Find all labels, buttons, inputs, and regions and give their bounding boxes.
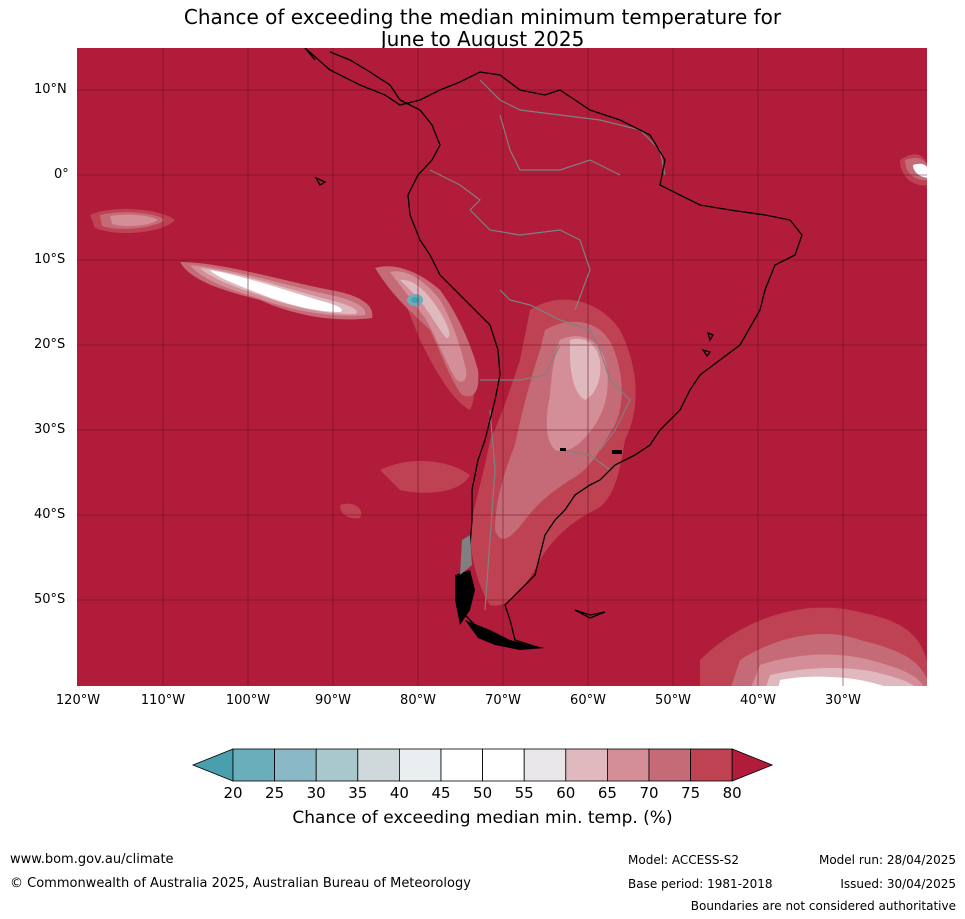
lat-label-40s: 40°S (34, 507, 66, 522)
lat-label-50s: 50°S (34, 592, 66, 607)
lat-label-10s: 10°S (34, 252, 66, 267)
map-title-line2: June to August 2025 (380, 27, 585, 51)
colorbar-tick-70: 70 (639, 784, 659, 802)
colorbar-segment-20-25 (232, 748, 275, 782)
colorbar-segment-25-30 (274, 748, 317, 782)
footer-copyright: © Commonwealth of Australia 2025, Austra… (10, 876, 471, 891)
colorbar-segment-45-50 (440, 748, 483, 782)
colorbar-segment-50-55 (482, 748, 525, 782)
lon-label-40w: 40°W (740, 693, 776, 708)
colorbar-segment-60-65 (565, 748, 608, 782)
lon-label-110w: 110°W (140, 693, 186, 708)
lat-label-0: 0° (54, 167, 69, 182)
colorbar-tick-75: 75 (681, 784, 701, 802)
footer-website: www.bom.gov.au/climate (10, 852, 174, 867)
colorbar-segment-35-40 (357, 748, 400, 782)
patagonia-islands (455, 448, 622, 650)
colorbar (191, 748, 774, 782)
colorbar-segment-30-35 (315, 748, 359, 782)
lon-label-70w: 70°W (485, 693, 521, 708)
lon-label-100w: 100°W (225, 693, 271, 708)
colorbar-extend-high (731, 748, 774, 782)
footer-base-period: Base period: 1981-2018 (628, 877, 773, 891)
colorbar-extend-low (191, 748, 234, 782)
colorbar-label: Chance of exceeding median min. temp. (%… (292, 808, 673, 828)
colorbar-segment-70-75 (648, 748, 691, 782)
colorbar-tick-55: 55 (514, 784, 534, 802)
lat-label-30s: 30°S (34, 422, 66, 437)
colorbar-tick-65: 65 (597, 784, 617, 802)
colorbar-tick-20: 20 (223, 784, 243, 802)
coastline (304, 48, 803, 649)
footer-issued: Issued: 30/04/2025 (840, 877, 956, 891)
chile-coast-grey (460, 535, 472, 575)
footer-model: Model: ACCESS-S2 (628, 853, 740, 867)
colorbar-tick-40: 40 (389, 784, 409, 802)
colorbar-tick-25: 25 (265, 784, 285, 802)
lon-label-60w: 60°W (570, 693, 606, 708)
colorbar-tick-45: 45 (431, 784, 451, 802)
region-20-25 (411, 297, 419, 303)
colorbar-tick-30: 30 (306, 784, 326, 802)
colorbar-segment-55-60 (523, 748, 567, 782)
gridlines (77, 48, 927, 686)
lon-label-30w: 30°W (825, 693, 861, 708)
colorbar-tick-80: 80 (722, 784, 742, 802)
lon-label-120w: 120°W (55, 693, 101, 708)
map-title-line1: Chance of exceeding the median minimum t… (183, 5, 782, 29)
colorbar-segment-75-80 (690, 748, 733, 782)
lat-label-20s: 20°S (34, 337, 66, 352)
footer-model-run: Model run: 28/04/2025 (818, 853, 956, 867)
lon-label-80w: 80°W (400, 693, 436, 708)
colorbar-segment-65-70 (606, 748, 650, 782)
colorbar-tick-60: 60 (556, 784, 576, 802)
lon-label-50w: 50°W (655, 693, 691, 708)
lat-label-10n: 10°N (34, 82, 67, 97)
colorbar-tick-50: 50 (473, 784, 493, 802)
colorbar-segment-40-45 (398, 748, 442, 782)
lon-label-90w: 90°W (315, 693, 351, 708)
colorbar-tick-35: 35 (348, 784, 368, 802)
region-45-55 (210, 163, 927, 686)
footer-disclaimer: Boundaries are not considered authoritat… (690, 899, 956, 913)
